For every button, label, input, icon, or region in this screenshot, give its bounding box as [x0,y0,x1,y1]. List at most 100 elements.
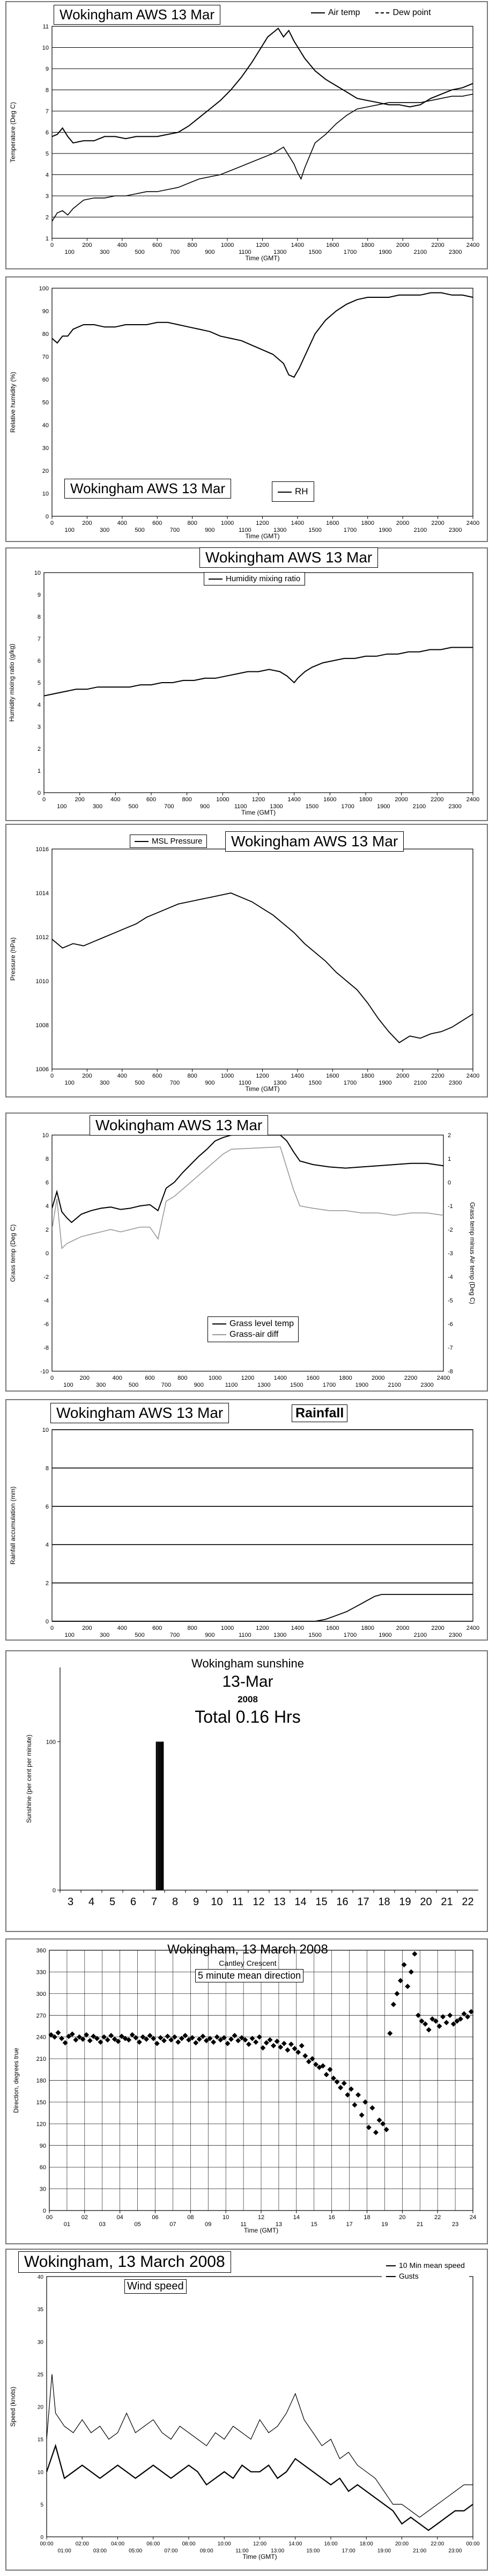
x-tick-label: 200 [80,1375,90,1381]
temperature-plot: 1 2 3 4 5 6 7 8 9 10 11 0 200 400 600 800 1000 1200 1400 16… [9,24,479,262]
y-axis-label: Temperature (Deg C) [9,102,17,163]
x-tick-label: 1900 [379,527,391,533]
x-tick-label: 05 [134,2221,140,2228]
x-tick-label: 14 [293,2214,300,2221]
direction-point [450,2021,456,2027]
x-tick-label: 2400 [466,796,479,803]
y-tick-label: 1006 [36,1066,49,1073]
y-tick-label: 30 [40,2186,46,2193]
direction-point [408,1969,414,1975]
x-tick-label: 1900 [379,249,391,255]
x-tick-label: 200 [82,242,92,248]
y-tick-label: 150 [36,2099,46,2106]
x-tick-label: 1400 [291,520,304,526]
direction-point [179,2036,184,2041]
wind-speed-plot: 0 5 10 15 20 25 30 35 40 00:00 02:00 04:00 06:00 08:0… [9,2274,480,2560]
x-tick-label: 12:00 [253,2541,266,2547]
y-tick-label: 1 [38,768,41,774]
y-tick-label: 90 [40,2143,46,2149]
y-right-tick-label: -5 [448,1298,453,1304]
mean-speed-line [46,2443,473,2531]
x-tick-label: 19 [381,2221,388,2228]
direction-point [69,2031,75,2037]
direction-point [203,2038,209,2044]
direction-point [168,2037,174,2043]
x-tick-label: 17:00 [342,2548,355,2554]
x-tick-label: 700 [170,527,180,533]
x-tick-label: 300 [100,249,109,255]
x-tick-label: 100 [65,527,75,533]
sunshine-bar [159,1741,161,1890]
x-tick-label: 2000 [396,242,409,248]
x-tick-label: 100 [63,1382,73,1388]
y-tick-label: 0 [46,1619,49,1625]
rainfall-line [52,1594,473,1622]
direction-point [454,2018,460,2024]
x-tick-label: 10 [211,1896,223,1908]
x-tick-label: 1600 [326,1073,339,1079]
x-tick-label: 2300 [420,1382,433,1388]
x-tick-label: 12 [258,2214,264,2221]
direction-point [136,2039,142,2045]
y-tick-label: 0 [38,790,41,796]
x-tick-label: 07 [169,2221,176,2228]
y-tick-label: 1008 [36,1022,49,1029]
y-tick-label: 15 [38,2437,44,2443]
x-tick-label: 2200 [404,1375,417,1381]
direction-point [267,2037,273,2043]
y-tick-label: 2 [46,1580,49,1587]
y-tick-label: 3 [46,193,49,200]
x-tick-label: 1300 [273,249,286,255]
legend-mean-speed: 10 Min mean speed [386,2260,465,2271]
chart-title: Wokingham AWS 13 Mar [54,5,220,25]
direction-point [355,2092,361,2098]
x-tick-label: 17 [346,2221,352,2228]
direction-point [87,2038,93,2044]
x-tick-label: 2100 [413,803,426,810]
x-tick-label: 04:00 [111,2541,124,2547]
mixing-ratio-line [43,647,473,697]
y-tick-label: 7 [46,108,49,115]
x-tick-label: 500 [128,803,138,810]
x-tick-label: 300 [100,1632,109,1638]
direction-point [62,2040,68,2046]
x-tick-label: 1900 [379,1080,391,1086]
x-tick-label: 05:00 [129,2548,142,2554]
mixing-ratio-chart: 0 1 2 3 4 5 6 7 8 9 10 0 200 400 600 800 1000 1200 1400 160… [5,547,488,821]
direction-point [278,2044,284,2050]
y-tick-label: 0 [46,514,49,520]
direction-point [398,1978,404,1984]
x-tick-label: 1700 [341,803,354,810]
x-tick-label: 2200 [431,1625,444,1631]
x-tick-label: 1400 [287,796,300,803]
y-tick-label: 35 [38,2307,44,2313]
x-tick-label: 1500 [308,527,321,533]
x-tick-label: 900 [200,803,210,810]
sunshine-total: Total 0.16 Hrs [195,1707,301,1726]
y-right-tick-label: -8 [448,1368,453,1375]
x-tick-label: 800 [187,1625,197,1631]
x-tick-label: 1000 [221,1625,234,1631]
y-tick-label: 10 [38,2470,44,2476]
x-tick-label: 14 [294,1896,306,1908]
x-tick-label: 1300 [273,1632,286,1638]
y-tick-label: 5 [38,680,41,686]
x-tick-label: 20 [420,1896,432,1908]
direction-point [274,2038,280,2044]
x-axis-label: Time (GMT) [245,254,279,262]
gusts-line [46,2374,473,2518]
y-axis-label: Speed (knots) [9,2387,17,2427]
direction-point [235,2038,241,2044]
x-tick-label: 1200 [256,1625,269,1631]
x-tick-label: 300 [93,803,102,810]
direction-point [419,2018,425,2024]
rh-line [51,292,473,378]
x-tick-label: 16 [336,1896,348,1908]
x-tick-label: 2200 [431,1073,444,1079]
y-tick-label: 10 [34,570,41,576]
x-tick-label: 1000 [221,520,234,526]
direction-point [412,1951,418,1957]
x-tick-label: 300 [100,527,109,533]
y-tick-label: 100 [46,1739,56,1745]
direction-point [334,2079,340,2085]
